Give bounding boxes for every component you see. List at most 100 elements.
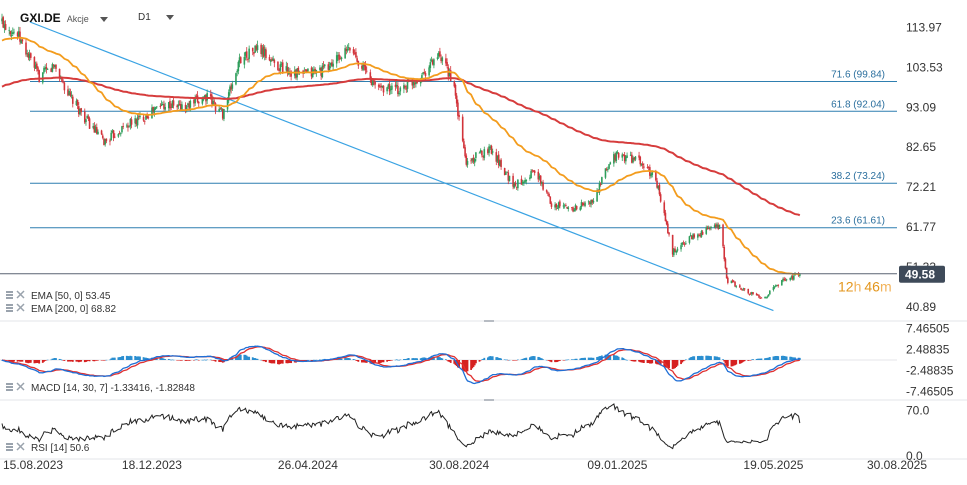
candle [688, 235, 691, 245]
candle [339, 55, 342, 60]
close-icon[interactable] [16, 290, 25, 299]
macd-histogram-bar [46, 359, 49, 361]
candle [369, 69, 372, 83]
macd-histogram-bar [127, 356, 129, 360]
macd-histogram-bar [170, 359, 173, 361]
macd-histogram-bar [261, 360, 264, 361]
candle [349, 47, 351, 54]
macd-histogram-bar [587, 357, 590, 360]
candle [127, 122, 129, 132]
candle [521, 179, 524, 186]
trendline[interactable] [29, 21, 774, 312]
candle [626, 152, 628, 159]
macd-histogram-bar [110, 358, 113, 360]
candle [206, 89, 208, 105]
chevron-down-icon[interactable] [99, 16, 108, 22]
macd-histogram-bar [531, 356, 534, 360]
macd-histogram-bar [67, 360, 69, 362]
macd-histogram-bar [184, 360, 187, 361]
candle [135, 118, 138, 127]
macd-histogram-bar [747, 360, 750, 361]
candle [344, 45, 346, 59]
macd-histogram-bar [404, 358, 407, 360]
settings-icon[interactable] [6, 304, 13, 312]
candle [722, 223, 724, 249]
legend-ema50[interactable]: EMA [50, 0] 53.45 [6, 290, 111, 302]
macd-histogram-bar [177, 360, 180, 361]
macd-histogram-bar [319, 359, 321, 360]
pane-resize-handle[interactable] [484, 399, 494, 401]
candle [121, 125, 123, 134]
macd-histogram-bar [756, 358, 759, 360]
candle [94, 124, 97, 133]
candle [8, 26, 10, 36]
candle [213, 99, 216, 105]
fib-level-label: 71.6 (99.84) [831, 69, 885, 80]
macd-histogram-bar [654, 360, 657, 364]
macd-histogram-bar [760, 358, 763, 360]
legend-rsi[interactable]: RSI [14] 50.6 [6, 442, 90, 454]
candle [169, 98, 171, 112]
candle [505, 171, 507, 175]
candle [515, 186, 518, 191]
macd-histogram-bar [142, 357, 145, 360]
grid-layer [0, 320, 967, 460]
timeframe-selector[interactable]: D1 [138, 11, 174, 23]
candle [9, 30, 12, 37]
macd-histogram-bar [209, 359, 212, 361]
candle [163, 100, 165, 111]
macd-histogram-bar [380, 360, 383, 363]
candle [640, 163, 643, 167]
macd-histogram-bar [626, 359, 628, 361]
candle [549, 196, 552, 205]
candle [364, 60, 367, 75]
chevron-down-icon[interactable] [165, 14, 174, 20]
macd-histogram-bar [515, 360, 518, 361]
macd-histogram-bar [701, 356, 704, 360]
candle [151, 104, 153, 119]
settings-icon[interactable] [6, 383, 13, 391]
rsi-layer [1, 403, 801, 450]
candle [759, 296, 762, 299]
macd-histogram-bar [512, 360, 514, 361]
macd-histogram-bar [340, 358, 343, 360]
legend-macd[interactable]: MACD [14, 30, 7] -1.33416, -1.82848 [6, 382, 195, 394]
legend-ema200[interactable]: EMA [200, 0] 68.82 [6, 303, 116, 315]
macd-histogram-bar [684, 359, 687, 360]
candle [767, 294, 770, 297]
candle [44, 64, 46, 72]
close-icon[interactable] [16, 303, 25, 312]
macd-histogram-bar [321, 359, 324, 360]
macd-histogram-bar [474, 360, 477, 364]
macd-histogram-bar [573, 359, 576, 360]
close-icon[interactable] [16, 382, 25, 391]
candle [113, 133, 116, 139]
macd-histogram-bar [386, 360, 389, 362]
macd-histogram-bar [784, 356, 787, 360]
macd-histogram-bar [71, 360, 74, 362]
candle [639, 155, 642, 167]
candle [740, 287, 742, 290]
close-icon[interactable] [16, 442, 25, 451]
candle [743, 288, 746, 292]
candle [397, 82, 399, 97]
macd-histogram-bar [286, 360, 289, 364]
macd-histogram-bar [707, 355, 710, 360]
current-price-tag [899, 265, 945, 283]
candle [514, 180, 517, 187]
macd-histogram-bar [558, 360, 561, 361]
candle [179, 100, 182, 110]
macd-histogram-bar [353, 359, 356, 360]
pane-resize-handle[interactable] [484, 320, 494, 322]
candle [184, 102, 187, 114]
macd-histogram-bar [374, 360, 377, 364]
settings-icon[interactable] [6, 291, 13, 299]
candle [747, 288, 750, 295]
price-axis-tick: 61.77 [906, 220, 936, 234]
price-axis-tick: 93.09 [906, 100, 936, 114]
candle [286, 62, 289, 77]
settings-icon[interactable] [6, 443, 13, 451]
macd-histogram-bar [740, 360, 742, 364]
symbol-selector[interactable]: GXI.DE Akcje [20, 11, 108, 25]
